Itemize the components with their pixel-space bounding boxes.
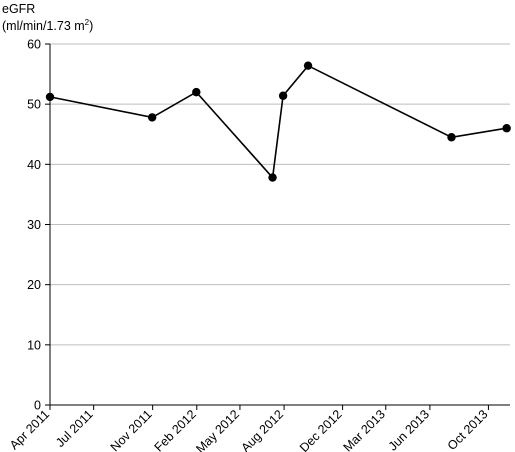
y-tick-label: 0 <box>34 399 41 413</box>
x-tick-label: Dec 2012 <box>297 407 345 452</box>
x-tick-label: Jun 2013 <box>386 407 432 452</box>
y-axis-label: eGFR (ml/min/1.73 m2) <box>2 1 93 35</box>
y-axis-label-unit-exponent: 2 <box>84 17 90 27</box>
y-tick-label: 30 <box>27 218 41 232</box>
data-point <box>147 113 157 122</box>
y-tick-label: 40 <box>27 158 41 172</box>
y-tick-label: 60 <box>27 38 41 52</box>
data-point <box>278 91 288 100</box>
y-tick-label: 50 <box>27 98 41 112</box>
x-tick-label: Apr 2011 <box>7 407 52 452</box>
y-tick-labels: 0 10 20 30 40 50 60 <box>27 38 41 413</box>
data-point <box>192 87 201 97</box>
x-tick-label: Nov 2011 <box>108 407 155 452</box>
x-tick-label: May 2012 <box>193 407 242 452</box>
series-egfr <box>45 61 511 182</box>
y-axis-label-line2: (ml/min/1.73 m2) <box>2 18 93 35</box>
x-tick-label: Mar 2013 <box>341 407 388 452</box>
data-point <box>502 124 511 133</box>
data-point <box>303 61 313 70</box>
x-tick-label: Feb 2012 <box>152 407 199 452</box>
y-axis-label-unit: (ml/min/1.73 m <box>2 19 85 33</box>
y-tick-label: 20 <box>27 278 41 292</box>
gridlines <box>50 43 510 346</box>
series-line <box>49 64 507 180</box>
axes <box>45 43 510 410</box>
x-tick-label: Aug 2012 <box>238 407 286 452</box>
data-point <box>45 92 55 102</box>
y-axis-label-unit-close: ) <box>89 19 94 33</box>
data-point <box>268 173 277 182</box>
data-point <box>447 133 456 142</box>
y-tick-label: 10 <box>27 338 41 352</box>
y-axis-label-line1: eGFR <box>2 2 36 16</box>
x-tick-label: Jul 2011 <box>53 407 96 450</box>
x-tick-label: Oct 2013 <box>445 407 491 452</box>
